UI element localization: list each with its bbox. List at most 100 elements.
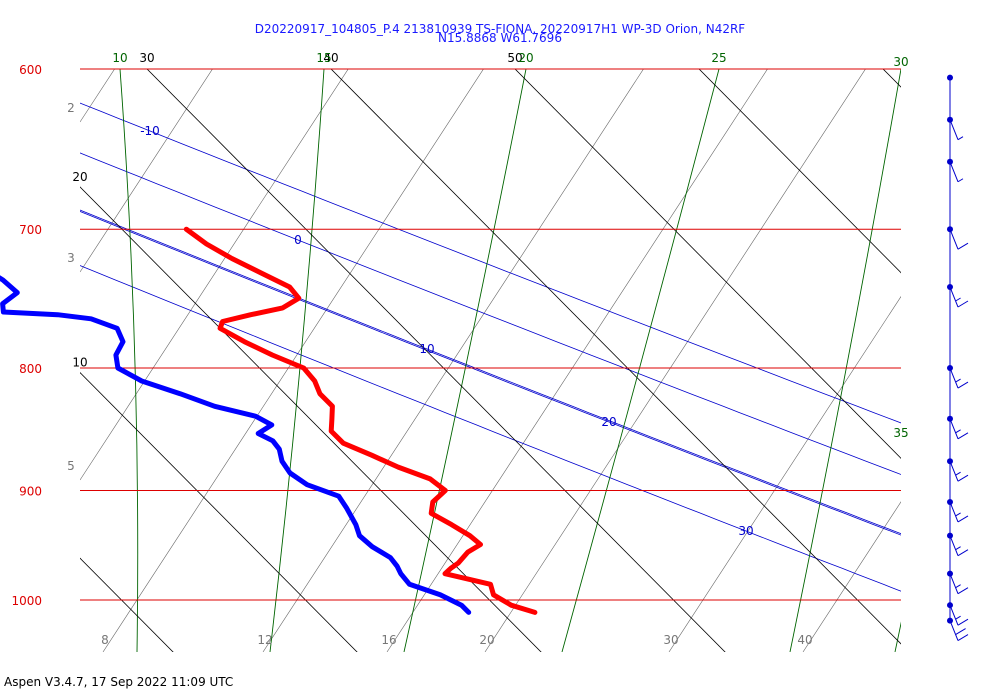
wind-barb	[947, 498, 969, 523]
moist-adiabat-label: 10	[112, 51, 127, 65]
mixing-ratio-label: 30	[663, 633, 678, 647]
wind-barb-shaft	[949, 286, 959, 308]
isotherm-line	[146, 69, 726, 652]
wind-barb	[947, 226, 969, 250]
chart-title-line-1: D20220917_104805_P.4 213810939 TS-FIONA,…	[254, 22, 746, 36]
footer-version: Aspen V3.4.7, 17 Sep 2022 11:09 UTC	[4, 675, 234, 689]
wind-barb-half-feather	[957, 136, 964, 141]
wind-barb-feather	[957, 515, 969, 523]
wind-barb-dot	[947, 74, 953, 81]
wind-barb-feather	[957, 381, 969, 389]
wind-barb-half-feather	[955, 615, 961, 620]
isotherm-line	[330, 69, 901, 645]
wind-barb-shaft	[949, 418, 959, 439]
mixing-ratio-line	[484, 69, 866, 652]
wind-barb-shaft	[949, 229, 959, 250]
moist-adiabat-label: 30	[893, 55, 908, 69]
moist-adiabat-line	[119, 69, 139, 652]
moist-adiabat-line	[269, 69, 325, 652]
wind-barb	[947, 602, 969, 626]
wind-barb	[947, 284, 969, 308]
wind-barb	[947, 116, 964, 141]
chart-title-line-2: N15.8868 W61.7696	[438, 31, 562, 45]
mixing-ratio-line	[80, 69, 213, 273]
mixing-ratio-line	[80, 69, 115, 123]
isotherm-label: 10	[72, 356, 87, 370]
wind-barb-half-feather	[955, 378, 961, 383]
mixing-ratio-label: 16	[381, 633, 396, 647]
pressure-tick-label: 900	[19, 484, 42, 498]
isotherm-line	[882, 69, 901, 88]
isotherm-label: 40	[323, 51, 338, 65]
isotherm-line	[514, 69, 901, 459]
wind-barb-shaft	[949, 620, 959, 641]
mixing-ratio-line	[102, 69, 484, 652]
wind-barb-half-feather	[955, 471, 961, 476]
dry-adiabat-label: 0	[294, 233, 302, 247]
dry-adiabat-label: 10	[419, 342, 434, 356]
mixing-ratio-label: 5	[67, 459, 75, 473]
wind-barb-half-feather	[955, 297, 961, 302]
moist-adiabat-label: 15	[316, 51, 331, 65]
wind-barb	[947, 158, 964, 183]
moist-adiabat-label: 25	[711, 51, 726, 65]
mixing-ratio-line	[80, 69, 349, 481]
dry-adiabat-label: 30	[738, 524, 753, 538]
dry-adiabat-label: -10	[140, 124, 160, 138]
moist-adiabat-label: 35	[893, 426, 908, 440]
wind-barb-feather	[957, 300, 969, 308]
isotherm-line	[996, 0, 1000, 699]
wind-barb	[947, 458, 969, 482]
isotherm-label: 20	[72, 170, 87, 184]
pressure-tick-label: 800	[19, 362, 42, 376]
mixing-ratio-label: 3	[67, 251, 75, 265]
wind-barb-shaft	[949, 461, 959, 482]
wind-barb	[947, 74, 953, 81]
mixing-ratio-line	[386, 69, 768, 652]
mixing-ratio-line	[802, 501, 901, 652]
pressure-tick-label: 700	[19, 223, 42, 237]
wind-barb-feather	[957, 474, 969, 482]
wind-barb-feather	[957, 587, 969, 595]
wind-barb	[947, 617, 969, 642]
dewpoint-trace	[0, 275, 472, 615]
wind-barb-half-feather	[955, 546, 961, 551]
wind-barb-half-feather	[955, 512, 961, 517]
isotherm-line	[80, 371, 358, 652]
dry-adiabat-label: 20	[601, 415, 616, 429]
pressure-tick-label: 600	[19, 63, 42, 77]
isotherm-line	[80, 186, 542, 652]
isotherm-label: 30	[139, 51, 154, 65]
wind-barb-half-feather	[955, 584, 961, 589]
wind-barb	[947, 532, 969, 557]
mixing-ratio-lines	[80, 69, 901, 652]
mixing-ratio-label: 12	[257, 633, 272, 647]
isotherm-label: 50	[507, 51, 522, 65]
wind-barb-shaft	[949, 535, 959, 556]
dry-adiabat-line	[80, 152, 901, 475]
mixing-ratio-line	[262, 69, 644, 652]
wind-barb-shaft	[949, 573, 959, 594]
mixing-ratio-label: 2	[67, 101, 75, 115]
dry-adiabat-line	[80, 102, 901, 424]
profile-traces	[0, 226, 538, 615]
mixing-ratio-label: 40	[797, 633, 812, 647]
wind-barb-column	[947, 74, 969, 642]
moist-adiabat-line	[894, 621, 901, 652]
wind-barb-shaft	[949, 161, 959, 182]
moist-adiabat-label: 20	[518, 51, 533, 65]
wind-barb-feather	[955, 628, 966, 636]
wind-barb-shaft	[949, 367, 959, 389]
wind-barb-feather	[957, 549, 969, 557]
isobars	[80, 68, 901, 601]
wind-barb	[947, 570, 969, 595]
pressure-tick-label: 1000	[11, 594, 42, 608]
moist-adiabat-line	[561, 69, 720, 652]
wind-barb-shaft	[949, 119, 959, 140]
mixing-ratio-line	[668, 295, 901, 652]
wind-barb	[947, 415, 969, 440]
moist-adiabat-line	[789, 69, 901, 652]
dry-adiabat-line	[80, 211, 901, 536]
wind-barb-shaft	[949, 501, 959, 523]
wind-barb-feather	[957, 432, 969, 440]
